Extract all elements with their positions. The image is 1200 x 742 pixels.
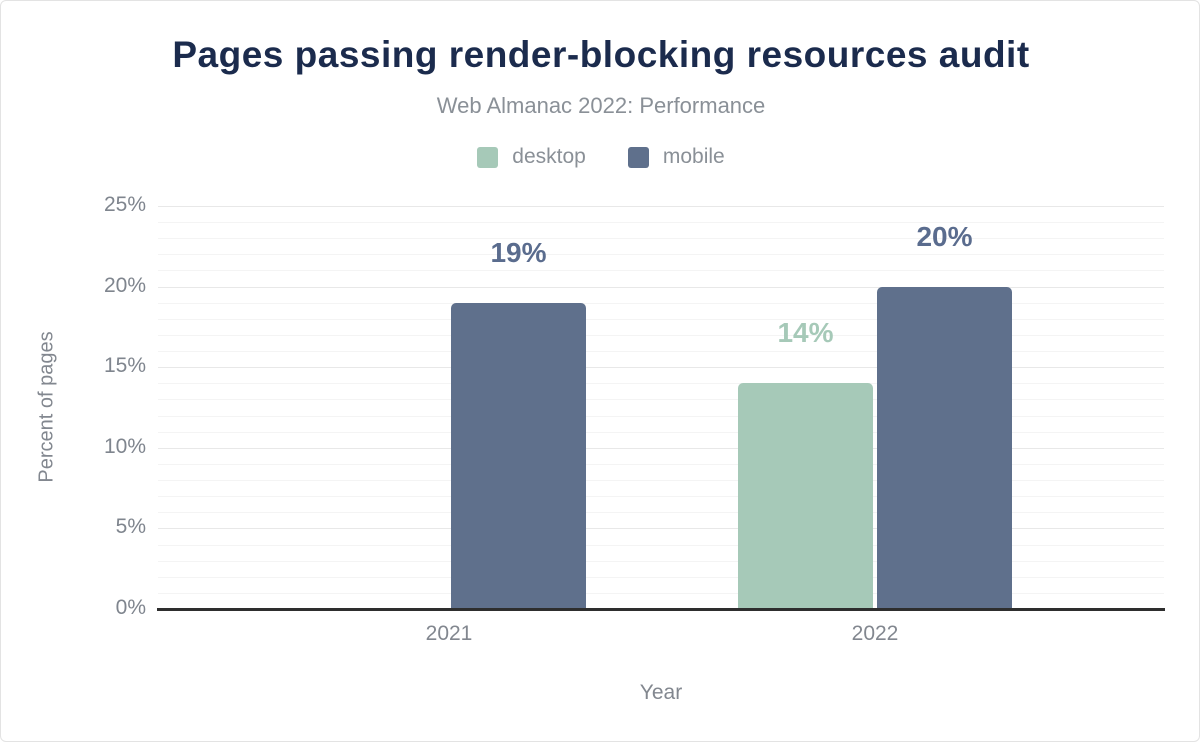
minor-gridline xyxy=(158,351,1164,353)
y-tick-label: 10% xyxy=(103,434,146,458)
bar-value-label-desktop-2022: 14% xyxy=(777,317,834,349)
minor-gridline xyxy=(158,383,1164,385)
major-gridline xyxy=(158,286,1164,288)
chart-title: Pages passing render-blocking resources … xyxy=(172,34,1030,75)
minor-gridline xyxy=(158,463,1164,465)
y-tick-label: 20% xyxy=(103,273,146,297)
legend-label-desktop: desktop xyxy=(512,145,586,168)
y-axis-title: Percent of pages xyxy=(35,331,58,483)
x-axis-title: Year xyxy=(639,681,683,704)
legend-item-mobile: mobile xyxy=(627,145,725,169)
bar-value-label-mobile-2022: 20% xyxy=(916,220,973,252)
major-gridline xyxy=(158,528,1164,530)
bar-desktop-2022 xyxy=(738,383,873,609)
mobile-legend-swatch-icon xyxy=(627,146,649,168)
legend: desktop mobile xyxy=(1,145,1199,169)
minor-gridline xyxy=(158,544,1164,546)
minor-gridline xyxy=(158,334,1164,336)
bar-mobile-2022 xyxy=(877,286,1012,609)
legend-item-desktop: desktop xyxy=(477,145,586,169)
chart-subtitle: Web Almanac 2022: Performance xyxy=(436,93,766,118)
minor-gridline xyxy=(158,576,1164,578)
y-tick-label: 0% xyxy=(115,596,146,619)
minor-gridline xyxy=(158,560,1164,562)
minor-gridline xyxy=(158,222,1164,224)
major-gridline xyxy=(158,367,1164,369)
desktop-legend-swatch-icon xyxy=(477,146,499,168)
legend-label-mobile: mobile xyxy=(662,145,725,168)
minor-gridline xyxy=(158,512,1164,514)
minor-gridline xyxy=(158,302,1164,304)
minor-gridline xyxy=(158,496,1164,498)
major-gridline xyxy=(158,206,1164,207)
bar-value-label-mobile-2021: 19% xyxy=(490,236,547,268)
minor-gridline xyxy=(158,592,1164,594)
x-tick-label-2021: 2021 xyxy=(425,622,473,645)
minor-gridline xyxy=(158,415,1164,417)
y-tick-label: 25% xyxy=(103,193,146,216)
minor-gridline xyxy=(158,399,1164,401)
minor-gridline xyxy=(158,431,1164,433)
bar-mobile-2021 xyxy=(451,302,586,609)
x-axis-line xyxy=(157,608,1165,611)
x-tick-label-2022: 2022 xyxy=(851,622,899,645)
minor-gridline xyxy=(158,254,1164,256)
minor-gridline xyxy=(158,318,1164,320)
major-gridline xyxy=(158,447,1164,449)
minor-gridline xyxy=(158,480,1164,482)
y-tick-label: 5% xyxy=(115,515,146,539)
minor-gridline xyxy=(158,238,1164,240)
y-tick-label: 15% xyxy=(103,354,146,378)
minor-gridline xyxy=(158,270,1164,272)
